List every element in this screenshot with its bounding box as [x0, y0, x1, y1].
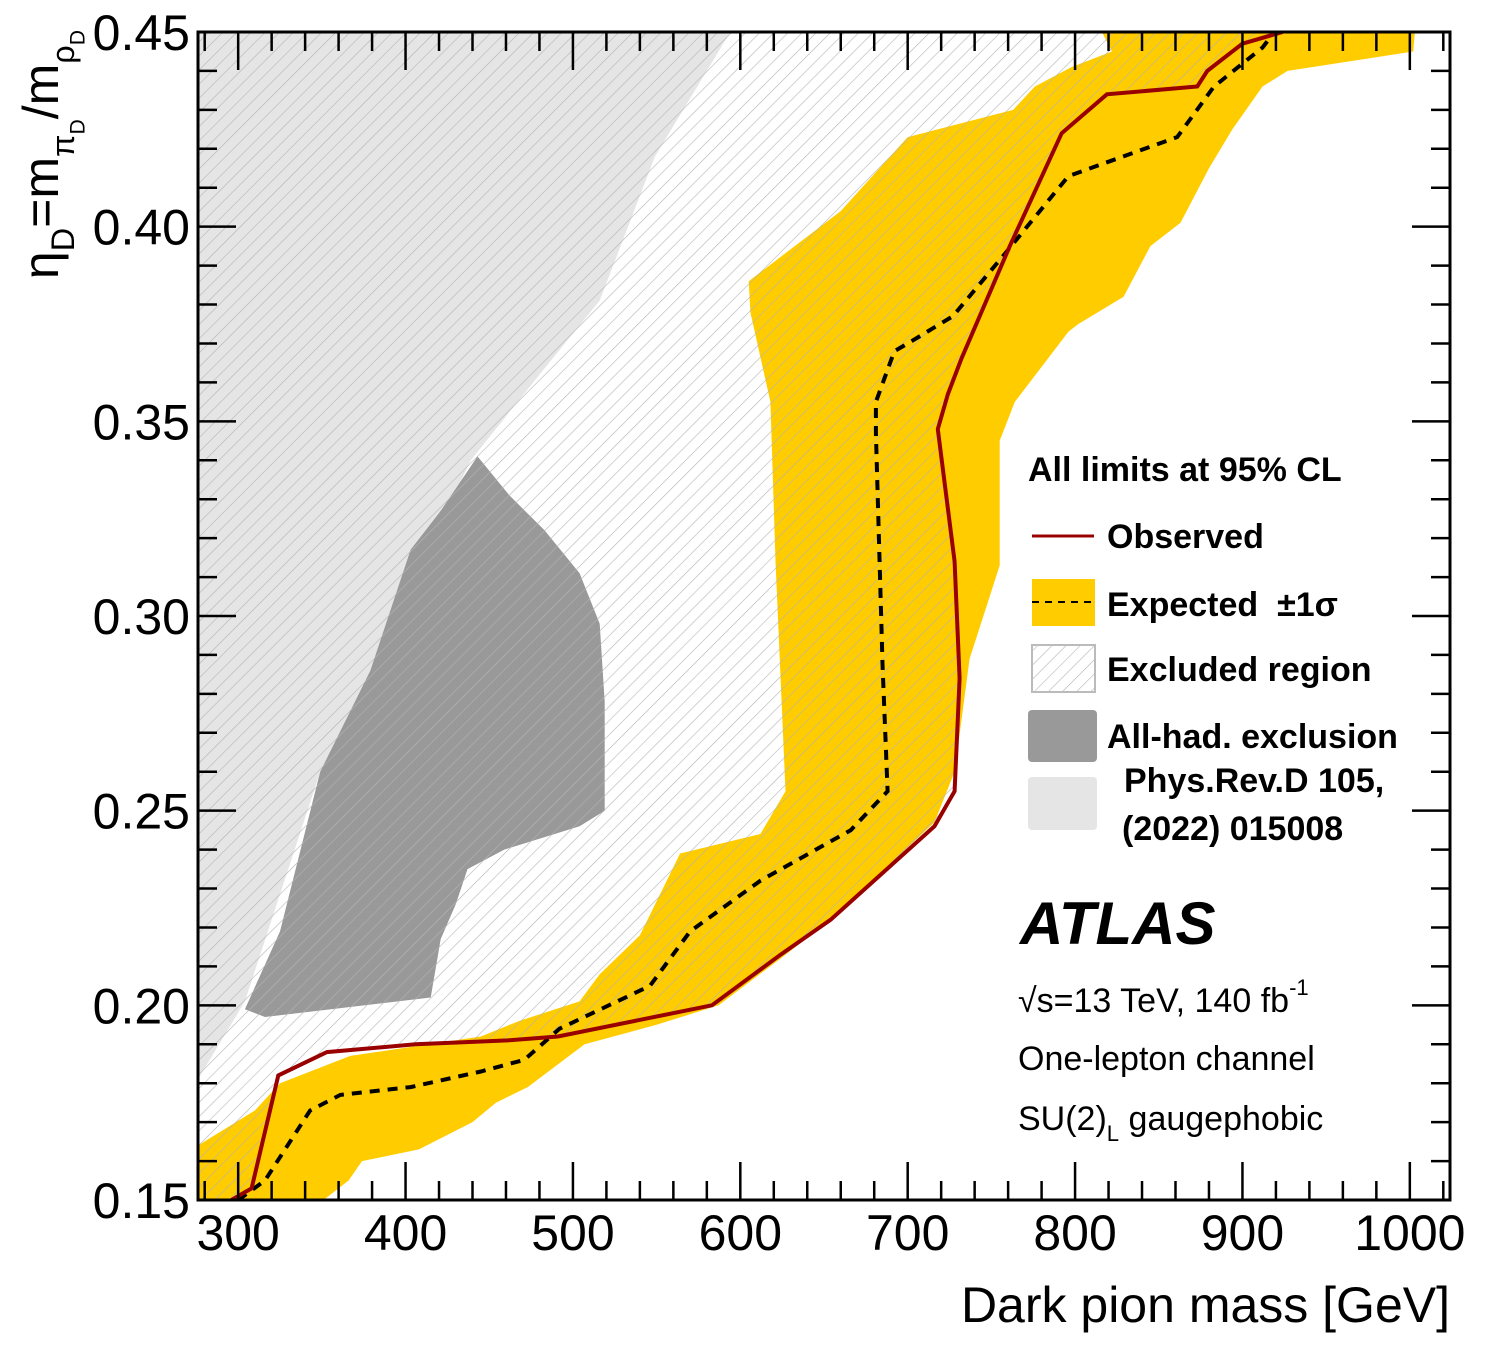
observed-limit-line [230, 32, 1284, 1200]
x-tick-label: 800 [1033, 1205, 1116, 1261]
axis-tick-labels: 300 400 500 600 700 800 900 1000 0.15 0.20 0.25 0.3… [93, 5, 1466, 1261]
expected-limit-line [237, 32, 1276, 1200]
axis-ticks [198, 30, 1450, 1202]
legend-reference-line2: (2022) 015008 [1122, 810, 1343, 848]
atlas-label: ATLAS [1018, 890, 1216, 957]
legend-allhad-label: All-had. exclusion [1107, 718, 1398, 756]
legend-observed-label: Observed [1107, 518, 1264, 556]
legend-reference-line1: Phys.Rev.D 105, [1124, 762, 1384, 800]
x-tick-label: 1000 [1354, 1205, 1465, 1261]
y-tick-label: 0.25 [93, 784, 190, 840]
y-tick-label: 0.30 [93, 589, 190, 645]
x-tick-label: 500 [531, 1205, 614, 1261]
channel-label: One-lepton channel [1018, 1040, 1315, 1078]
legend-header: All limits at 95% CL [1028, 451, 1342, 489]
legend-excluded-swatch [1031, 644, 1096, 693]
x-tick-label: 600 [699, 1205, 782, 1261]
y-axis-title: ηD=mπD/mρD [13, 30, 89, 279]
y-tick-label: 0.45 [93, 5, 190, 61]
energy-luminosity-label: √s=13 TeV, 140 fb-1 [1018, 975, 1309, 1020]
legend-previous-swatch [1028, 777, 1097, 830]
y-tick-label: 0.20 [93, 978, 190, 1034]
legend-excluded-label: Excluded region [1107, 651, 1372, 689]
y-tick-label: 0.35 [93, 394, 190, 450]
x-tick-label: 300 [196, 1205, 279, 1261]
legend: All limits at 95% CL Observed Expected ±… [1028, 451, 1398, 848]
model-label: SU(2)L gaugephobic [1018, 1100, 1323, 1146]
x-tick-label: 400 [364, 1205, 447, 1261]
x-tick-label: 700 [866, 1205, 949, 1261]
x-tick-label: 900 [1201, 1205, 1284, 1261]
legend-expected-label: Expected ±1σ [1107, 586, 1338, 624]
excluded-region-hatch [198, 32, 1283, 1200]
y-tick-label: 0.40 [93, 200, 190, 256]
x-axis-title: Dark pion mass [GeV] [961, 1277, 1450, 1333]
legend-allhad-swatch [1028, 710, 1097, 762]
y-tick-label: 0.15 [93, 1173, 190, 1229]
